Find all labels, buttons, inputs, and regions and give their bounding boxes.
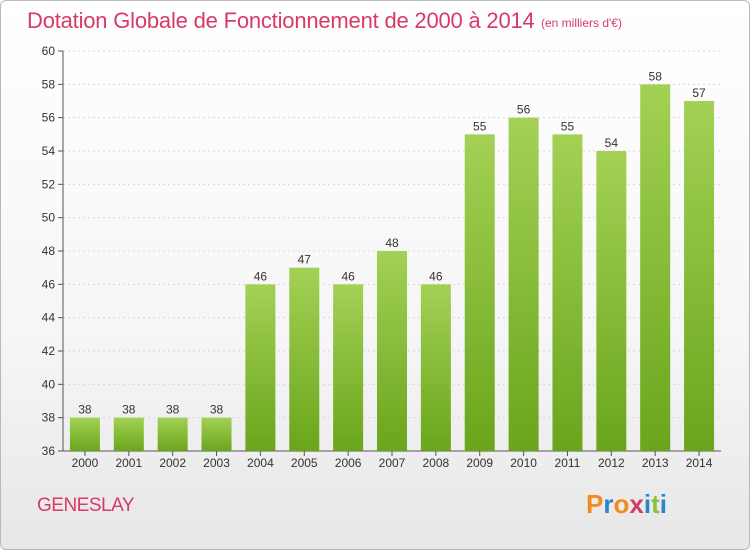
data-label: 57 [692, 86, 706, 100]
bar [157, 417, 188, 451]
x-tick-label: 2005 [291, 456, 318, 470]
data-label: 48 [385, 236, 399, 250]
x-tick-label: 2003 [203, 456, 230, 470]
y-tick-label: 48 [42, 244, 56, 258]
bar [333, 284, 364, 451]
y-tick-label: 58 [42, 77, 56, 91]
bar [377, 251, 407, 451]
y-tick-label: 46 [42, 277, 56, 291]
bar [113, 417, 144, 451]
bar [552, 134, 583, 452]
bar [596, 151, 627, 451]
bar [464, 134, 495, 452]
x-tick-label: 2011 [555, 456, 581, 470]
bar [420, 284, 451, 451]
x-tick-label: 2004 [247, 456, 274, 470]
data-label: 46 [429, 269, 443, 283]
y-tick-label: 60 [42, 44, 56, 58]
y-tick-label: 38 [42, 411, 56, 425]
x-tick-label: 2014 [686, 456, 713, 470]
y-tick-label: 52 [42, 177, 56, 191]
x-tick-label: 2006 [335, 456, 362, 470]
x-tick-label: 2001 [115, 456, 142, 470]
x-tick-label: 2013 [642, 456, 669, 470]
x-tick-label: 2010 [510, 456, 537, 470]
data-label: 46 [341, 269, 355, 283]
bar-chart: 36 38 40 42 44 46 48 50 52 54 56 58 60 38 2000 38 2001 38… [42, 44, 721, 470]
bar [69, 417, 100, 451]
data-label: 38 [122, 403, 136, 417]
bar [201, 417, 232, 451]
y-tick-label: 50 [42, 211, 56, 225]
data-label: 58 [649, 69, 663, 83]
bar [289, 267, 320, 451]
data-label: 38 [166, 403, 180, 417]
data-label: 56 [517, 103, 531, 117]
data-label: 46 [254, 269, 268, 283]
data-label: 47 [298, 253, 312, 267]
y-tick-label: 44 [42, 311, 56, 325]
x-tick-label: 2009 [466, 456, 493, 470]
bar [245, 284, 276, 451]
x-tick-label: 2012 [598, 456, 625, 470]
logo-letter: i [659, 489, 667, 519]
commune-name: GENESLAY [37, 495, 135, 516]
chart-title: Dotation Globale de Fonctionnement de 20… [27, 8, 535, 33]
data-label: 55 [473, 119, 487, 133]
logo-letter: o [613, 489, 630, 519]
chart-subtitle: (en milliers d'€) [541, 16, 622, 30]
logo-letter: i [643, 489, 652, 519]
data-label: 54 [605, 136, 619, 150]
bar [508, 117, 539, 452]
bar [684, 101, 715, 451]
proxiti-logo: Proxiti [586, 489, 667, 520]
y-tick-label: 56 [42, 111, 56, 125]
data-label: 55 [561, 119, 575, 133]
x-tick-label: 2000 [72, 456, 99, 470]
y-tick-label: 40 [42, 377, 56, 391]
logo-letter: P [586, 489, 604, 519]
data-label: 38 [78, 403, 92, 417]
y-tick-label: 36 [42, 444, 56, 458]
y-tick-label: 42 [42, 344, 56, 358]
logo-letter: r [603, 489, 614, 519]
x-tick-label: 2007 [379, 456, 406, 470]
logo-letter: t [651, 489, 660, 519]
x-tick-label: 2002 [159, 456, 186, 470]
bar [640, 84, 671, 451]
logo-letter: x [629, 489, 644, 519]
x-tick-label: 2008 [423, 456, 450, 470]
y-tick-label: 54 [42, 144, 56, 158]
data-label: 38 [210, 403, 224, 417]
